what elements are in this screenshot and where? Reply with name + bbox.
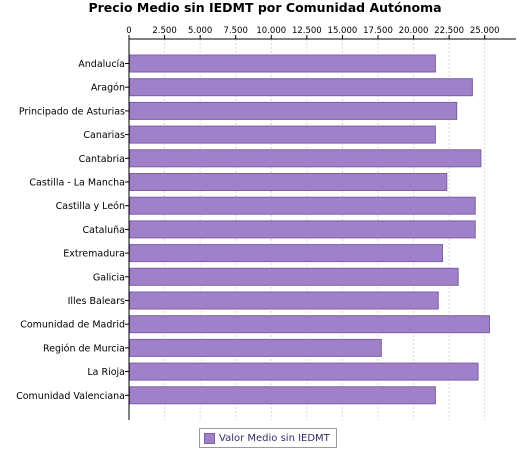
- category-label: Andalucía: [78, 59, 125, 70]
- bar: [129, 315, 490, 334]
- x-tick-label: 10.000: [256, 26, 286, 36]
- bar: [129, 220, 476, 239]
- bar: [129, 386, 436, 405]
- category-label: Comunidad de Madrid: [20, 320, 125, 331]
- bar: [129, 125, 436, 144]
- x-tick-label: 25.000: [470, 26, 500, 36]
- legend-label: Valor Medio sin IEDMT: [219, 432, 330, 444]
- x-tick-label: 22.500: [434, 26, 464, 36]
- x-tick-label: 12.500: [292, 26, 322, 36]
- bar: [129, 173, 448, 191]
- category-label: Illes Balears: [68, 296, 125, 307]
- bar: [129, 78, 473, 97]
- category-label: Cataluña: [82, 225, 125, 236]
- category-label: Castilla - La Mancha: [29, 178, 125, 189]
- legend-swatch: [204, 432, 215, 444]
- bar: [129, 196, 476, 215]
- bar: [129, 149, 482, 168]
- axes: [125, 38, 516, 420]
- x-tick-label: 17.500: [363, 26, 393, 36]
- legend: Valor Medio sin IEDMT: [199, 428, 337, 448]
- category-label: Galicia: [93, 272, 125, 283]
- bar: [129, 267, 459, 286]
- x-tick-label: 20.000: [399, 26, 429, 36]
- category-label: Cantabria: [79, 154, 125, 165]
- category-label: Extremadura: [63, 249, 125, 260]
- chart-title: Precio Medio sin IEDMT por Comunidad Aut…: [88, 0, 441, 15]
- x-tick-label: 0: [126, 26, 131, 36]
- category-label: Principado de Asturias: [19, 106, 125, 117]
- category-label: Región de Murcia: [43, 343, 125, 354]
- bar: [129, 291, 439, 310]
- category-label: Aragón: [91, 83, 125, 94]
- x-tick-label: 5.000: [188, 26, 212, 36]
- category-label: Castilla y León: [56, 201, 125, 212]
- bar: [129, 244, 444, 263]
- category-labels: Andalucía Aragón Principado de Asturias Can…: [16, 59, 125, 402]
- x-tick-label: 7.500: [224, 26, 248, 36]
- x-axis-ticks: 0 2.500 5.000 7.500 10.000 12.500 15.000 17.500…: [126, 26, 500, 39]
- category-label: La Rioja: [87, 367, 125, 378]
- bar: [129, 101, 458, 120]
- x-tick-label: 15.000: [328, 26, 358, 36]
- bar: [129, 338, 382, 357]
- category-label: Comunidad Valenciana: [16, 391, 125, 402]
- bars: [129, 54, 490, 405]
- category-label: Canarias: [83, 130, 125, 141]
- x-tick-label: 2.500: [152, 26, 176, 36]
- bar: [129, 362, 479, 381]
- bar: [129, 54, 436, 73]
